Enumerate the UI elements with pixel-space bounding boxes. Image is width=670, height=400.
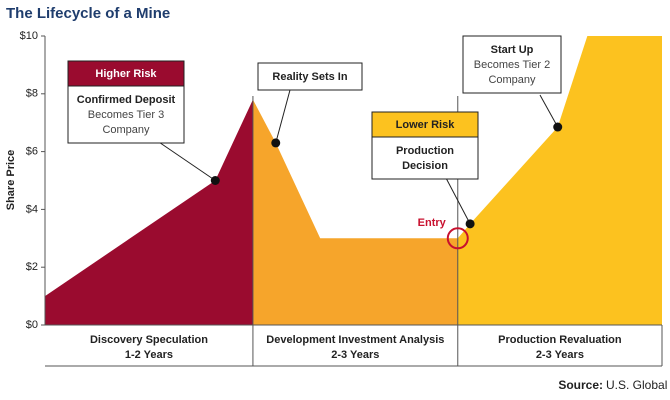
annotation-text: Becomes Tier 2: [474, 59, 550, 71]
y-tick-label: $6: [26, 146, 38, 158]
annotation-text: Becomes Tier 3: [88, 109, 164, 121]
annotation-box: [67, 85, 185, 144]
annotation-header: [371, 111, 479, 138]
annotation-header: [67, 60, 185, 87]
y-tick-label: $10: [20, 30, 38, 42]
annotation-text: Start Up: [491, 44, 534, 56]
phase-duration: 2-3 Years: [536, 349, 584, 361]
annotation-box: [462, 35, 562, 94]
connector: [539, 94, 559, 128]
chart-title: The Lifecycle of a Mine: [6, 5, 170, 22]
phase-name: Production Revaluation: [498, 334, 622, 346]
y-axis-label: Share Price: [5, 150, 17, 211]
phase-area: [252, 99, 458, 325]
phase-duration: 1-2 Years: [125, 349, 173, 361]
annotation-box: [257, 62, 363, 91]
connector: [275, 89, 291, 144]
phase-name: Discovery Speculation: [90, 334, 208, 346]
annotation-header-text: Lower Risk: [396, 119, 456, 131]
source-label: Source:: [558, 378, 603, 392]
annotation-text: Company: [488, 74, 536, 86]
connector: [445, 177, 471, 225]
annotation-text: Company: [102, 124, 150, 136]
point-marker: [553, 122, 563, 132]
entry-label: Entry: [418, 217, 447, 229]
annotation-box: [371, 136, 479, 180]
point-marker: [271, 138, 281, 148]
phase-name: Development Investment Analysis: [266, 334, 444, 346]
phase-area: [457, 36, 662, 325]
annotation-text: Production: [396, 145, 454, 157]
source: U.S. Global Research: [606, 378, 670, 392]
annotation-text: Reality Sets In: [272, 71, 347, 83]
point-marker: [465, 219, 475, 229]
y-tick-label: $4: [26, 203, 38, 215]
y-tick-label: $8: [26, 88, 38, 100]
annotation-text: Decision: [402, 160, 448, 172]
phase-area: [45, 99, 253, 325]
y-tick-label: $0: [26, 319, 38, 331]
phase-duration: 2-3 Years: [331, 349, 379, 361]
entry-ring: [446, 227, 469, 250]
annotation-text: Confirmed Deposit: [77, 94, 176, 106]
annotation-header-text: Higher Risk: [95, 68, 157, 80]
y-tick-label: $2: [26, 261, 38, 273]
point-marker: [210, 176, 220, 185]
